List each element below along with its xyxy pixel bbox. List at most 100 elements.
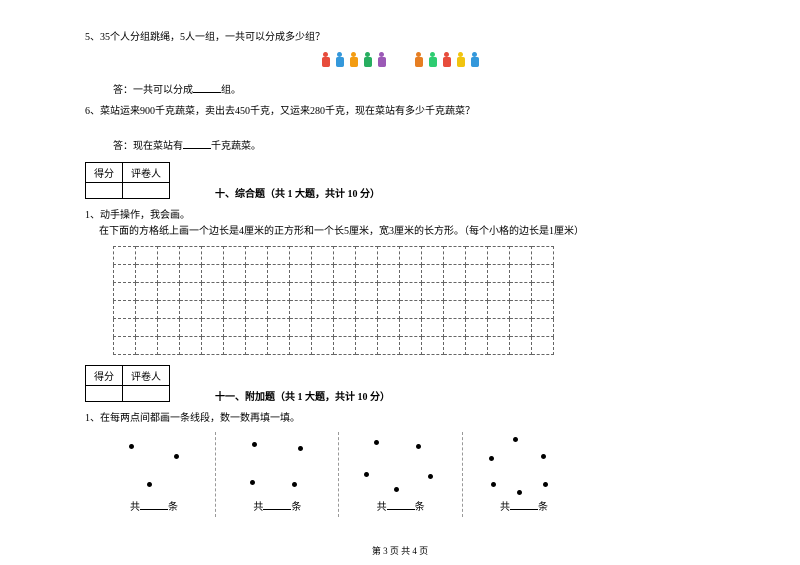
dot [252, 442, 257, 447]
dot [489, 456, 494, 461]
label-suffix: 条 [415, 502, 425, 513]
grid-cell [444, 265, 466, 283]
grid-cell [378, 319, 400, 337]
dot [513, 437, 518, 442]
grid-cell [422, 319, 444, 337]
grid-cell [400, 301, 422, 319]
grid-cell [334, 301, 356, 319]
person-icon [320, 52, 332, 70]
grid-cell [444, 337, 466, 355]
grid-cell [224, 301, 246, 319]
grid-cell [488, 319, 510, 337]
person-icon [334, 52, 346, 70]
grid-cell [312, 337, 334, 355]
score-cell[interactable] [86, 183, 123, 199]
q6-blank[interactable] [183, 137, 211, 149]
grid-cell [510, 283, 532, 301]
grid-cell [290, 319, 312, 337]
grid-cell [312, 301, 334, 319]
grid-cell [488, 247, 510, 265]
label-suffix: 条 [291, 502, 301, 513]
grid-cell [488, 283, 510, 301]
label-prefix: 共 [130, 502, 140, 513]
grid-cell [202, 301, 224, 319]
dot [129, 444, 134, 449]
grid-cell [510, 247, 532, 265]
person-icon [348, 52, 360, 70]
grid-cell [488, 265, 510, 283]
grid-cell [510, 301, 532, 319]
dot [147, 482, 152, 487]
person-icon [413, 52, 425, 70]
grid-cell [532, 337, 554, 355]
grid-cell [268, 283, 290, 301]
grid-cell [532, 301, 554, 319]
section-10-q1-desc: 在下面的方格纸上画一个边长是4厘米的正方形和一个长5厘米，宽3厘米的长方形。（每… [99, 224, 715, 240]
count-blank[interactable] [140, 498, 168, 510]
grid-cell [268, 319, 290, 337]
dot-area[interactable] [222, 432, 332, 494]
count-blank[interactable] [263, 498, 291, 510]
dot-area[interactable] [346, 432, 456, 494]
grid-cell [290, 283, 312, 301]
score-table-10: 得分 评卷人 [85, 162, 170, 199]
grid-cell [400, 337, 422, 355]
grid-cell [378, 337, 400, 355]
label-prefix: 共 [377, 502, 387, 513]
grid-cell [444, 283, 466, 301]
grid-cell [114, 247, 136, 265]
label-prefix: 共 [500, 502, 510, 513]
grid-cell [180, 265, 202, 283]
grid-cell [136, 337, 158, 355]
grid-cell [400, 319, 422, 337]
score-header-grader: 评卷人 [123, 163, 170, 183]
grid-cell [202, 319, 224, 337]
dot [541, 454, 546, 459]
grid-cell [180, 301, 202, 319]
grid-cell [334, 247, 356, 265]
grid-cell [334, 283, 356, 301]
score-header-score: 得分 [86, 163, 123, 183]
section-11-q1: 1、在每两点间都画一条线段，数一数再填一填。 [85, 409, 715, 424]
grid-cell [532, 283, 554, 301]
dot-count-label: 共条 [469, 498, 579, 513]
grid-cell [158, 301, 180, 319]
dot [292, 482, 297, 487]
score-cell[interactable] [86, 386, 123, 402]
dot [364, 472, 369, 477]
grid-cell [202, 265, 224, 283]
dot [250, 480, 255, 485]
count-blank[interactable] [510, 498, 538, 510]
grid-cell [268, 265, 290, 283]
grid-cell [510, 265, 532, 283]
grid-cell [356, 247, 378, 265]
grid-cell [356, 337, 378, 355]
dot [298, 446, 303, 451]
grid-paper[interactable] [113, 246, 715, 355]
grader-cell[interactable] [123, 386, 170, 402]
q5-blank[interactable] [193, 81, 221, 93]
dot-count-label: 共条 [99, 498, 209, 513]
grid-cell [488, 337, 510, 355]
grid-cell [312, 265, 334, 283]
grader-cell[interactable] [123, 183, 170, 199]
grid-cell [114, 319, 136, 337]
dot-area[interactable] [99, 432, 209, 494]
grid-cell [400, 247, 422, 265]
person-icon [362, 52, 374, 70]
grid-cell [422, 283, 444, 301]
dot-area[interactable] [469, 432, 579, 494]
q6-answer-line: 答：现在菜站有千克蔬菜。 [113, 137, 715, 152]
q6-answer-suffix: 千克蔬菜。 [211, 141, 261, 152]
grid-cell [268, 247, 290, 265]
grid-cell [246, 247, 268, 265]
dot-box: 共条 [469, 432, 579, 517]
grid-cell [180, 247, 202, 265]
grid-cell [356, 265, 378, 283]
grid-cell [466, 283, 488, 301]
count-blank[interactable] [387, 498, 415, 510]
dots-row: 共条共条共条共条 [99, 432, 579, 517]
label-suffix: 条 [168, 502, 178, 513]
grid-cell [510, 319, 532, 337]
grid-cell [356, 301, 378, 319]
